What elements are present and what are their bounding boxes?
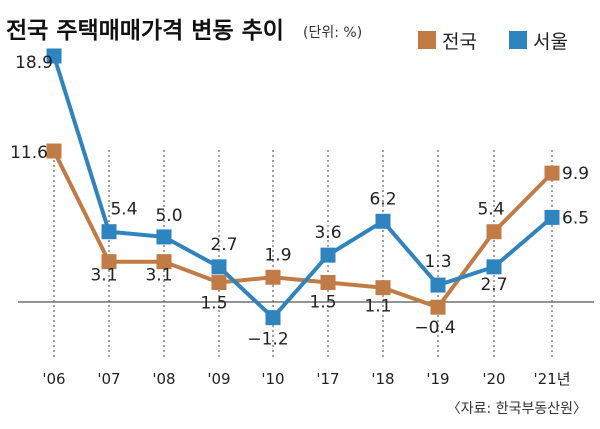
chart-title: 전국 주택매매가격 변동 추이: [6, 18, 284, 44]
x-tick-label: '18: [371, 370, 394, 388]
source-note: 〈자료: 한국부동산원〉: [447, 401, 587, 417]
data-label-national: 1.9: [264, 245, 291, 265]
unit-note: (단위: %): [303, 25, 362, 41]
data-label-seoul: 6.5: [562, 208, 589, 228]
data-label-seoul: 5.0: [155, 206, 182, 226]
x-tick-label: '21년: [533, 370, 570, 388]
marker-seoul: [156, 229, 172, 245]
data-label-national: 9.9: [562, 164, 589, 184]
series-markers: [46, 48, 560, 326]
legend-label-national: 전국: [442, 31, 477, 53]
legend-label-seoul: 서울: [533, 31, 568, 53]
marker-seoul: [265, 310, 281, 326]
marker-national: [156, 254, 172, 270]
x-tick-label: '06: [42, 370, 65, 388]
marker-seoul: [320, 247, 336, 263]
legend-swatch-seoul: [509, 31, 527, 49]
x-tick-label: '19: [426, 370, 449, 388]
data-label-seoul: 18.9: [15, 53, 53, 73]
data-label-national: 3.1: [145, 266, 172, 286]
data-label-national: 1.5: [309, 292, 336, 312]
x-tick-label: '09: [207, 370, 230, 388]
data-label-national: 3.1: [90, 266, 117, 286]
x-tick-label: '10: [261, 370, 284, 388]
marker-national: [46, 143, 62, 159]
marker-seoul: [101, 224, 117, 240]
data-label-seoul: 1.3: [424, 252, 451, 272]
marker-national: [375, 280, 391, 296]
marker-national: [211, 274, 227, 290]
x-tick-label: '08: [152, 370, 175, 388]
series-line-national: [52, 150, 554, 310]
data-label-national: 1.5: [200, 293, 227, 313]
data-label-seoul: −1.2: [247, 330, 288, 350]
marker-seoul: [375, 213, 391, 229]
data-label-national: −0.4: [414, 318, 455, 338]
x-axis-ticks: '06 '07 '08 '09 '10 '17 '18 '19 '20 '21년: [42, 370, 570, 388]
x-tick-label: '20: [482, 370, 505, 388]
data-label-seoul: 2.7: [480, 275, 507, 295]
marker-national: [265, 269, 281, 285]
marker-national: [101, 254, 117, 270]
series-lines: [52, 55, 554, 321]
marker-national: [320, 274, 336, 290]
data-labels: 11.6 3.1 3.1 1.5 1.9 1.5 1.1 −0.4 5.4 9.9 18.9 5.4 5…: [10, 53, 589, 350]
marker-seoul: [46, 48, 62, 64]
marker-seoul: [486, 259, 502, 275]
series-line-seoul: [52, 55, 554, 321]
data-label-seoul: 5.4: [110, 200, 137, 220]
x-tick-label: '07: [97, 370, 120, 388]
data-label-seoul: 3.6: [314, 223, 341, 243]
marker-seoul: [430, 277, 446, 293]
marker-seoul: [211, 259, 227, 275]
data-label-national: 11.6: [10, 143, 48, 163]
data-label-national: 1.1: [364, 297, 391, 317]
legend: 전국 서울: [418, 31, 568, 53]
data-label-seoul: 2.7: [210, 235, 237, 255]
legend-swatch-national: [418, 31, 436, 49]
x-tick-label: '17: [316, 370, 339, 388]
marker-national: [544, 165, 560, 181]
marker-national: [486, 224, 502, 240]
marker-seoul: [544, 209, 560, 225]
data-label-seoul: 6.2: [369, 189, 396, 209]
marker-national: [430, 299, 446, 315]
data-label-national: 5.4: [477, 200, 504, 220]
